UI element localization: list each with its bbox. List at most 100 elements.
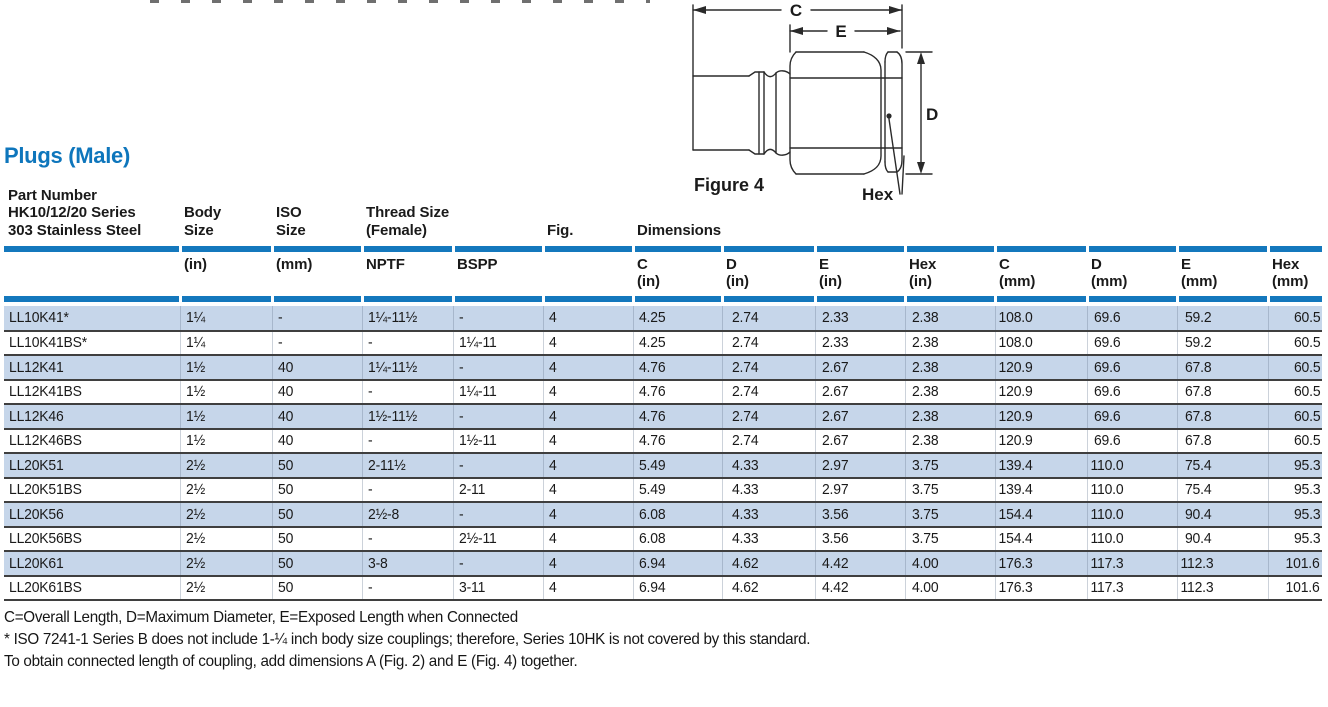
cell-iso-size: 50	[271, 477, 362, 503]
cell-part-number: LL12K41	[4, 355, 180, 381]
cell-e-mm: 90.4	[1176, 502, 1268, 528]
cell-hex-in: 3.75	[904, 502, 995, 528]
cell-c-in: 5.49	[632, 477, 722, 503]
cell-iso-size: -	[271, 306, 362, 332]
rule-segment	[541, 296, 633, 302]
cell-d-in: 2.74	[721, 330, 815, 356]
unit-d-in: D (in)	[726, 256, 749, 290]
cell-d-in: 2.74	[721, 355, 815, 381]
cell-body-size: 1¼	[179, 306, 272, 332]
cell-hex-in: 3.75	[904, 477, 995, 503]
cell-d-mm: 69.6	[1086, 428, 1177, 454]
units-row: (in) (mm) NPTF BSPP C (in) D (in) E (in) Hex (i…	[4, 252, 1322, 296]
cell-d-mm: 110.0	[1086, 502, 1177, 528]
cell-fig: 4	[542, 404, 633, 430]
table-row: LL12K46BS 1½ 40-1½-11 4 4.76 2.74 2.67 2.38 120.…	[4, 428, 1323, 454]
rule-segment	[541, 246, 633, 252]
cell-thread-bspp: -	[452, 551, 543, 577]
cell-e-in: 2.97	[814, 477, 905, 503]
rule-segment	[993, 246, 1087, 252]
cell-d-mm: 69.6	[1086, 379, 1177, 405]
cell-iso-size: 50	[271, 502, 362, 528]
cell-iso-size: 40	[271, 379, 362, 405]
rule-segment	[813, 246, 905, 252]
cell-thread-bspp: -	[452, 355, 543, 381]
cell-fig: 4	[542, 330, 633, 356]
spec-table: Part Number HK10/12/20 Series 303 Stainl…	[4, 186, 1323, 601]
cell-hex-mm: 101.6	[1267, 575, 1323, 601]
cell-c-in: 4.76	[632, 379, 722, 405]
cell-c-mm: 139.4	[994, 477, 1087, 503]
table-row: LL12K46 1½ 40 1½-11½ -4 4.76 2.74 2.67 2.38 120.9…	[4, 404, 1323, 430]
rule-segment	[4, 246, 180, 252]
rule-segment	[270, 246, 362, 252]
cell-e-in: 2.97	[814, 453, 905, 479]
cell-e-mm: 59.2	[1176, 330, 1268, 356]
cell-thread-bspp: 2-11	[452, 477, 543, 503]
cell-c-in: 6.08	[632, 502, 722, 528]
col-header-fig: Fig.	[547, 221, 574, 239]
unit-c-mm: C (mm)	[999, 256, 1036, 290]
cell-c-in: 4.76	[632, 428, 722, 454]
cell-part-number: LL20K61	[4, 551, 180, 577]
table-row: LL20K61 2½ 50 3-8-4 6.94 4.62 4.42 4.00 176.3 117…	[4, 551, 1323, 577]
cell-thread-nptf: 1½-11½	[361, 404, 453, 430]
page-title: Plugs (Male)	[4, 143, 130, 168]
cell-c-in: 5.49	[632, 453, 722, 479]
unit-thread-nptf: NPTF	[366, 256, 405, 273]
cell-part-number: LL10K41*	[4, 306, 180, 332]
cell-body-size: 1½	[179, 355, 272, 381]
cell-c-in: 6.08	[632, 526, 722, 552]
cell-thread-nptf: 1¼-11½	[361, 306, 453, 332]
cell-thread-bspp: 3-11	[452, 575, 543, 601]
cell-fig: 4	[542, 453, 633, 479]
rule-segment	[451, 246, 543, 252]
unit-part-number	[4, 252, 180, 296]
cell-body-size: 1½	[179, 404, 272, 430]
cell-e-in: 2.67	[814, 379, 905, 405]
unit-c-in: C (in)	[637, 256, 660, 290]
cell-d-in: 4.33	[721, 477, 815, 503]
cell-iso-size: 40	[271, 428, 362, 454]
cell-e-in: 3.56	[814, 502, 905, 528]
cell-fig: 4	[542, 526, 633, 552]
table-row: LL12K41BS 1½ 40-1¼-11 4 4.76 2.74 2.67 2.38 120.…	[4, 379, 1323, 405]
unit-fig	[543, 252, 633, 296]
table-row: LL20K61BS 2½ 50-3-11 4 6.94 4.62 4.42 4.00 176.3…	[4, 575, 1323, 601]
cell-body-size: 2½	[179, 575, 272, 601]
rule-segment	[451, 296, 543, 302]
cell-body-size: 2½	[179, 502, 272, 528]
cell-part-number: LL20K56BS	[4, 526, 180, 552]
rule-segment	[631, 246, 722, 252]
cell-hex-mm: 60.5	[1267, 428, 1323, 454]
dim-label-e: E	[835, 22, 846, 41]
header-row: Part Number HK10/12/20 Series 303 Stainl…	[4, 186, 1322, 246]
cell-e-in: 2.67	[814, 428, 905, 454]
rule-segment	[720, 296, 815, 302]
rule-segment	[1175, 246, 1268, 252]
cell-hex-in: 3.75	[904, 526, 995, 552]
unit-d-mm: D (mm)	[1091, 256, 1128, 290]
cell-e-mm: 67.8	[1176, 404, 1268, 430]
cell-thread-nptf: -	[361, 428, 453, 454]
rule-segment	[631, 296, 722, 302]
cell-e-mm: 67.8	[1176, 379, 1268, 405]
cell-d-mm: 117.3	[1086, 575, 1177, 601]
cell-part-number: LL20K61BS	[4, 575, 180, 601]
cell-e-mm: 67.8	[1176, 355, 1268, 381]
cell-d-mm: 69.6	[1086, 355, 1177, 381]
cell-iso-size: 50	[271, 526, 362, 552]
cell-c-mm: 176.3	[994, 551, 1087, 577]
rule-segment	[1175, 296, 1268, 302]
cell-e-mm: 59.2	[1176, 306, 1268, 332]
cell-body-size: 1½	[179, 379, 272, 405]
rule-segment	[903, 296, 995, 302]
cell-c-mm: 154.4	[994, 526, 1087, 552]
table-row: LL20K51BS 2½ 50-2-11 4 5.49 4.33 2.97 3.75 139.4…	[4, 477, 1323, 503]
rule-segment	[178, 246, 272, 252]
cell-c-in: 4.25	[632, 330, 722, 356]
cell-e-mm: 75.4	[1176, 453, 1268, 479]
cell-e-mm: 67.8	[1176, 428, 1268, 454]
cell-thread-bspp: -	[452, 404, 543, 430]
